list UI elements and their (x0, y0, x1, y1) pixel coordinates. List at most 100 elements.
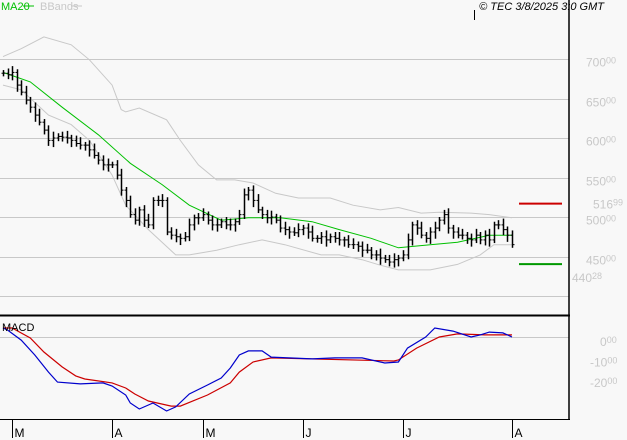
price-bar (51, 131, 56, 148)
price-bar (396, 254, 401, 267)
macd-tick-label: -2000 (590, 376, 617, 390)
price-bar (146, 213, 151, 229)
price-bar (301, 224, 306, 236)
price-bar (410, 221, 415, 246)
price-bar (487, 228, 492, 247)
price-bar (469, 233, 474, 247)
price-levels: 51699 44028 (519, 198, 623, 285)
price-bar (342, 236, 347, 247)
legend-ma20: MA20 (1, 1, 30, 13)
y-tick-label: 70000 (586, 56, 616, 70)
price-bar (392, 253, 397, 268)
price-bar (151, 197, 156, 230)
price-bar (505, 226, 510, 242)
price-bar (219, 218, 224, 229)
price-bar (124, 186, 129, 208)
price-bar (237, 209, 242, 225)
price-bar (56, 133, 61, 142)
price-bar (387, 254, 392, 267)
price-bar (260, 206, 265, 219)
price-bar (192, 214, 197, 231)
price-bar (496, 220, 501, 230)
bollinger-bands (2, 36, 513, 271)
price-bar (224, 217, 229, 230)
price-bar (378, 248, 383, 265)
macd-panel: 000 -1000 -2000 (0, 327, 617, 412)
price-bar (478, 232, 483, 245)
y-tick-label: 45000 (586, 254, 616, 268)
x-tick-label: M (206, 426, 216, 440)
price-bar (419, 221, 424, 239)
price-bar (333, 232, 338, 243)
price-bar (42, 119, 47, 135)
price-bar (510, 230, 515, 248)
price-bar (37, 108, 42, 126)
price-bar (315, 235, 320, 243)
price-bar (369, 247, 374, 260)
legend-bbands: BBands (40, 1, 79, 13)
price-bar (269, 210, 274, 225)
price-bar (69, 134, 74, 148)
price-bar (196, 213, 201, 225)
price-bar (446, 208, 451, 234)
price-bar (28, 96, 33, 113)
price-bar (24, 85, 29, 105)
price-bar (433, 221, 438, 239)
price-bar (460, 228, 465, 240)
price-bar (206, 211, 211, 225)
price-bar (465, 232, 470, 244)
price-bar (360, 241, 365, 257)
bbands-upper (2, 36, 513, 219)
price-bar (242, 188, 247, 219)
price-bar (10, 66, 15, 81)
price-bar (483, 230, 488, 246)
price-bar (160, 194, 165, 208)
price-bar (169, 227, 174, 240)
price-bar (128, 195, 133, 218)
price-bar (233, 218, 238, 232)
price-bar (374, 250, 379, 261)
price-bar (492, 221, 497, 244)
price-bar (174, 228, 179, 243)
price-bar (437, 217, 442, 232)
price-bar (246, 186, 251, 201)
price-bar (428, 227, 433, 244)
price-bar (183, 232, 188, 242)
y-tick-label: 60000 (586, 135, 616, 149)
copyright-timestamp: © TEC 3/8/2025 3:0 GMT (479, 1, 605, 13)
ma20-path (2, 71, 512, 249)
price-bar (296, 223, 301, 238)
price-bar (96, 152, 101, 165)
x-tick-label: A (515, 426, 523, 440)
price-bar (365, 243, 370, 254)
price-bar (133, 208, 138, 225)
price-bar (19, 80, 24, 96)
x-tick-label: J (406, 426, 412, 440)
price-bar (137, 206, 142, 226)
price-bar (60, 131, 65, 142)
x-tick-label: M (15, 426, 25, 440)
price-bar (33, 102, 38, 122)
macd-label: MACD (2, 322, 34, 334)
price-bar (474, 228, 479, 244)
price-bar (310, 225, 315, 242)
price-bar (401, 250, 406, 262)
price-bar (187, 218, 192, 242)
price-bar (74, 135, 79, 147)
price-bar (201, 208, 206, 221)
price-bar (324, 230, 329, 247)
price-bar (101, 155, 106, 171)
macd-line (2, 327, 513, 412)
price-grid (0, 59, 569, 297)
price-bar (328, 233, 333, 244)
x-tick-label: J (306, 426, 312, 440)
price-bar (119, 168, 124, 196)
macd-tick-label: -1000 (590, 356, 617, 370)
support-label: 44028 (572, 271, 602, 285)
price-bar (406, 233, 411, 260)
price-bar (87, 140, 92, 157)
price-bar (106, 158, 111, 172)
